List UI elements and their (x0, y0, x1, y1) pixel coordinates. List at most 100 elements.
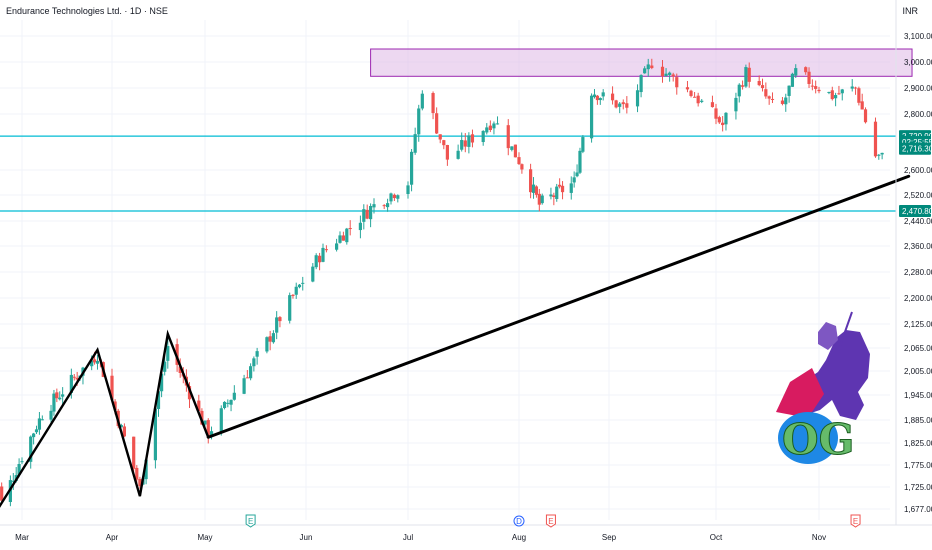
candle (420, 90, 424, 111)
x-axis: Mar Apr May Jun Jul Aug Sep Oct Nov (0, 524, 932, 542)
candle (804, 66, 808, 75)
candle (132, 436, 136, 476)
candle-body (721, 122, 725, 126)
candle-body (61, 394, 65, 397)
candle-body (787, 85, 791, 96)
candle-body (49, 410, 53, 420)
price-tag-box (899, 204, 931, 217)
price-tag-label: 02:25:55 (902, 138, 932, 147)
candle-body (335, 243, 339, 250)
dividend-marker[interactable]: D (513, 515, 525, 527)
candle (348, 220, 352, 236)
y-tick-label: 2,125.00 (904, 320, 932, 329)
candle (321, 243, 325, 263)
earnings-marker[interactable]: E (245, 514, 256, 528)
candle-body (420, 93, 424, 109)
candle-body (255, 351, 259, 357)
candle-body (853, 87, 858, 89)
candle-body (531, 184, 536, 193)
drawn-lines (0, 174, 911, 508)
candle-body (268, 336, 272, 342)
candle (291, 293, 295, 299)
earnings-marker[interactable]: E (545, 514, 556, 528)
candle (780, 97, 785, 106)
candle (807, 67, 811, 88)
candle-body (58, 397, 62, 400)
candle (660, 60, 665, 83)
candle (534, 185, 539, 198)
candle-body (770, 98, 775, 100)
candle (850, 79, 854, 92)
candle (880, 152, 884, 160)
candle-body (242, 378, 246, 394)
candle-body (873, 121, 878, 157)
candle-body (675, 77, 679, 88)
marker-shape (245, 514, 256, 528)
candle-body (764, 89, 768, 97)
candle (853, 86, 858, 95)
candle-body (520, 164, 524, 170)
candle (488, 120, 492, 133)
candle (345, 227, 349, 245)
candle-body (156, 391, 161, 409)
candle (311, 263, 315, 283)
candle (810, 79, 814, 91)
candle (362, 204, 366, 230)
candle-body (740, 85, 745, 87)
zigzag-pattern[interactable] (0, 329, 210, 508)
candle (529, 163, 533, 199)
candle (413, 127, 417, 155)
candle-body (857, 88, 861, 103)
candle-body (784, 97, 788, 105)
price-tag-level: 2,470.80 (899, 204, 932, 217)
candle (572, 171, 576, 188)
candle-body (29, 436, 33, 462)
candle-body (760, 85, 765, 89)
candle (55, 388, 59, 403)
candle (49, 404, 53, 425)
trendline[interactable] (206, 174, 911, 439)
candle-body (485, 127, 489, 133)
candle (794, 64, 798, 78)
candle-body (840, 89, 844, 94)
marker-shape (850, 514, 861, 528)
candle-body (560, 185, 565, 193)
candle-body (664, 73, 668, 76)
candle-body (578, 150, 582, 173)
resistance-zone-box[interactable] (370, 48, 913, 77)
candle-body (338, 235, 342, 243)
candle-body (197, 400, 201, 412)
candle-body (589, 95, 594, 139)
candle (20, 457, 24, 465)
candle-body (614, 100, 618, 108)
candle-body (40, 419, 44, 421)
candle (389, 192, 393, 205)
candle-body (555, 186, 559, 199)
y-tick-label: 1,825.00 (904, 439, 932, 448)
candle (517, 152, 521, 166)
candle-body (17, 464, 21, 475)
candle (724, 112, 728, 131)
x-tick-label: Jul (403, 533, 413, 542)
candle (341, 231, 345, 241)
candle (278, 316, 282, 328)
candle (650, 58, 654, 70)
x-tick-label: Mar (15, 533, 29, 542)
x-tick-label: Aug (512, 533, 526, 542)
candle (314, 253, 318, 270)
candle-body (598, 98, 602, 101)
candle (549, 187, 553, 200)
candle-body (470, 134, 475, 143)
candle (621, 99, 625, 110)
candle-body (495, 123, 500, 125)
candle-body (203, 420, 207, 425)
marker-label: E (548, 517, 553, 526)
earnings-marker[interactable]: E (850, 514, 861, 528)
candle (268, 330, 272, 351)
candle (520, 163, 524, 174)
candle-body (506, 125, 510, 149)
candle-body (163, 361, 167, 372)
x-tick-label: Jun (300, 533, 313, 542)
candle (72, 373, 76, 381)
